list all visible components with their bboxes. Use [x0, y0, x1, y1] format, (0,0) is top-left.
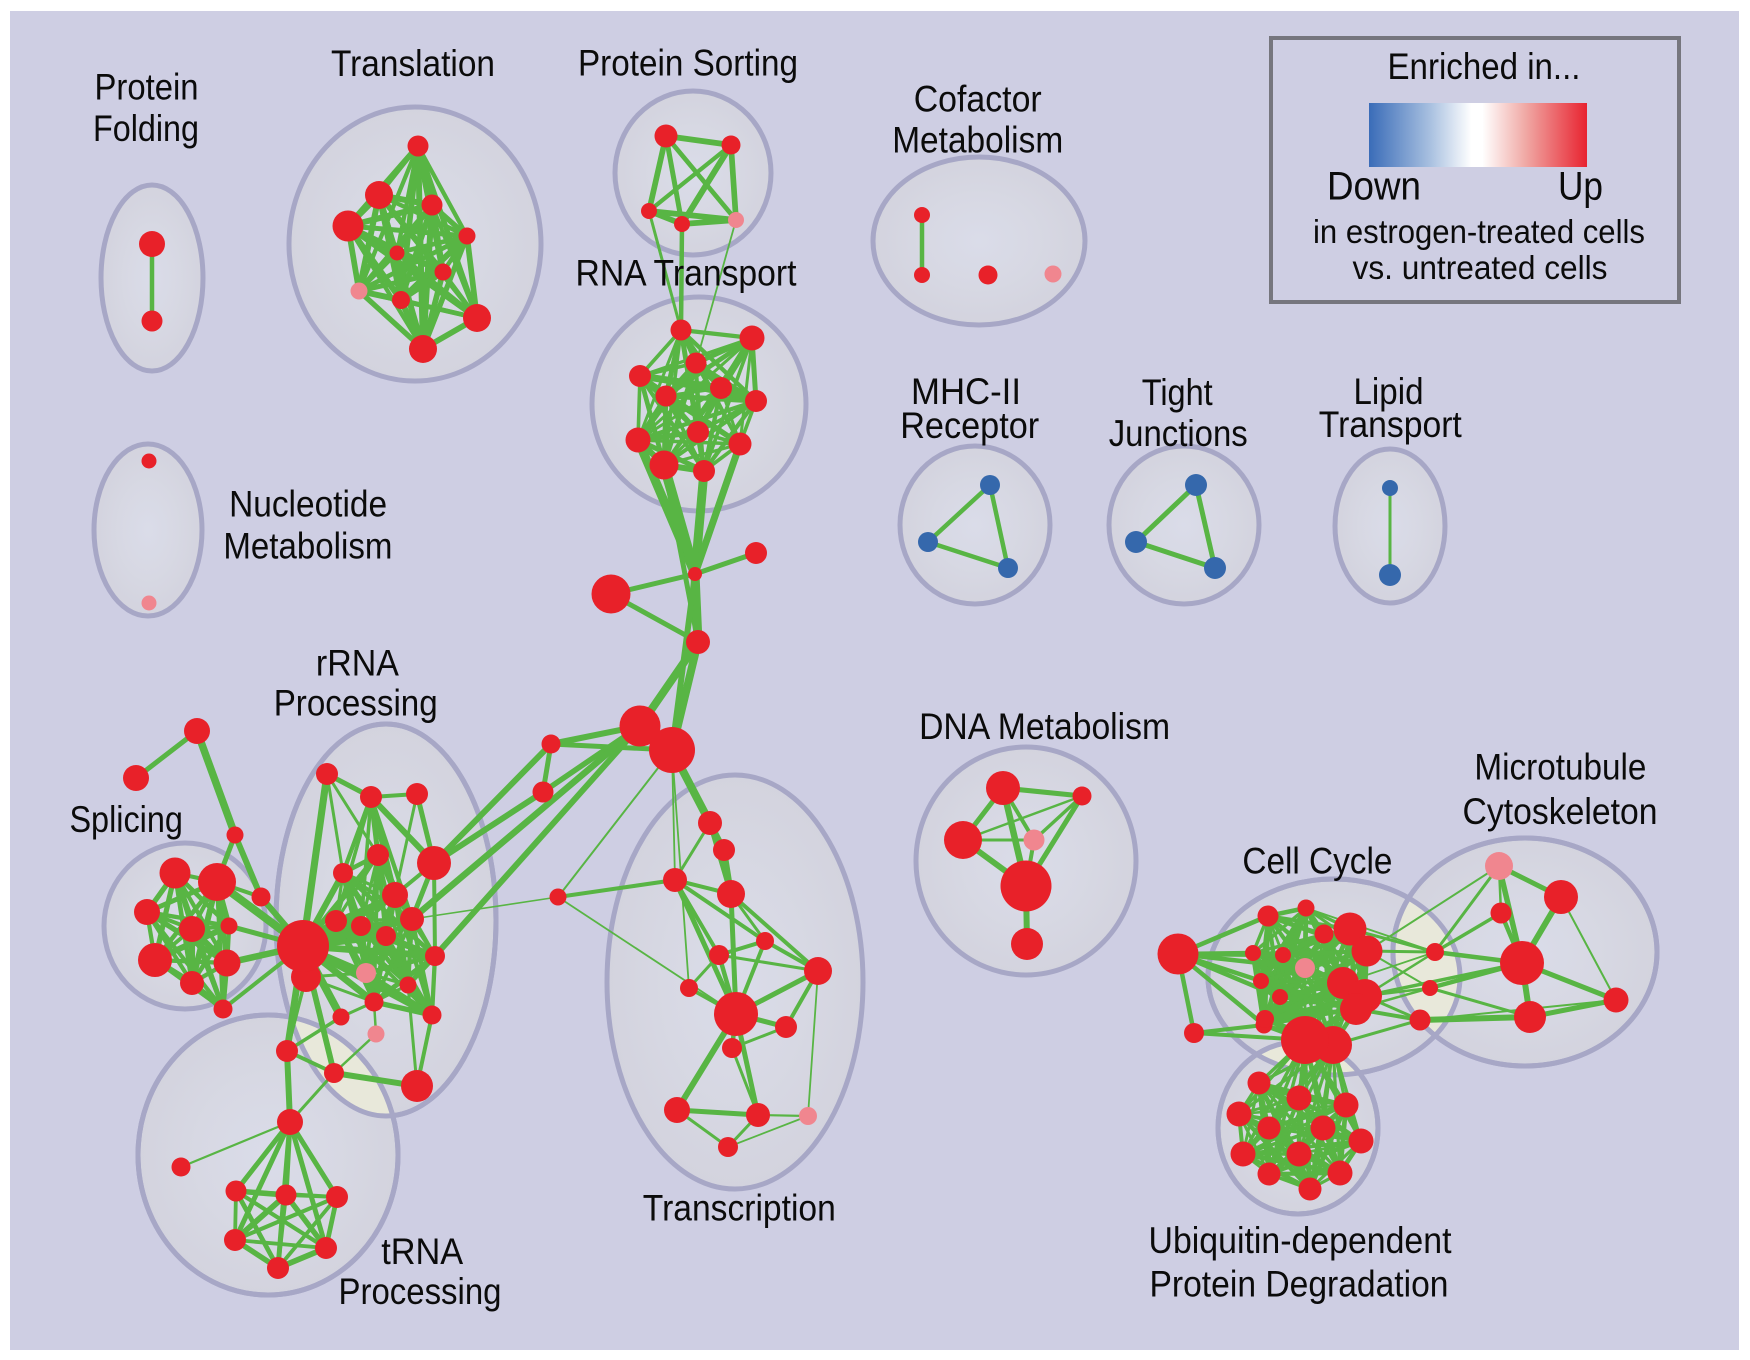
svg-text:RNA Transport: RNA Transport [576, 253, 798, 294]
svg-text:vs. untreated cells: vs. untreated cells [1353, 249, 1608, 286]
svg-text:Down: Down [1327, 164, 1421, 208]
svg-text:Tight: Tight [1142, 372, 1214, 413]
svg-text:Metabolism: Metabolism [892, 120, 1063, 161]
svg-text:MHC-II: MHC-II [911, 371, 1021, 412]
svg-text:Processing: Processing [274, 682, 438, 723]
svg-text:Enriched in...: Enriched in... [1388, 46, 1581, 87]
svg-text:tRNA: tRNA [381, 1231, 463, 1272]
svg-text:Cofactor: Cofactor [914, 79, 1042, 120]
svg-text:Ubiquitin-dependent: Ubiquitin-dependent [1149, 1220, 1453, 1261]
svg-text:Receptor: Receptor [900, 405, 1039, 446]
svg-text:in estrogen-treated cells: in estrogen-treated cells [1313, 213, 1645, 250]
svg-text:Microtubule: Microtubule [1474, 746, 1646, 787]
svg-text:Protein Sorting: Protein Sorting [578, 43, 798, 84]
svg-text:Folding: Folding [93, 108, 199, 149]
svg-text:Protein: Protein [95, 67, 199, 108]
svg-text:Up: Up [1558, 164, 1603, 208]
svg-text:Splicing: Splicing [69, 799, 183, 840]
svg-text:Nucleotide: Nucleotide [229, 484, 387, 525]
svg-text:Transcription: Transcription [643, 1188, 836, 1229]
svg-text:DNA Metabolism: DNA Metabolism [919, 706, 1170, 747]
svg-text:Cytoskeleton: Cytoskeleton [1463, 791, 1658, 832]
svg-text:Lipid: Lipid [1354, 371, 1424, 412]
svg-text:Protein Degradation: Protein Degradation [1150, 1264, 1449, 1305]
svg-text:Translation: Translation [331, 43, 495, 84]
svg-text:Junctions: Junctions [1109, 413, 1248, 454]
svg-text:Cell Cycle: Cell Cycle [1242, 841, 1392, 882]
svg-text:rRNA: rRNA [316, 642, 399, 683]
svg-text:Processing: Processing [339, 1271, 502, 1312]
svg-text:Metabolism: Metabolism [223, 526, 392, 567]
svg-text:Transport: Transport [1319, 404, 1463, 445]
